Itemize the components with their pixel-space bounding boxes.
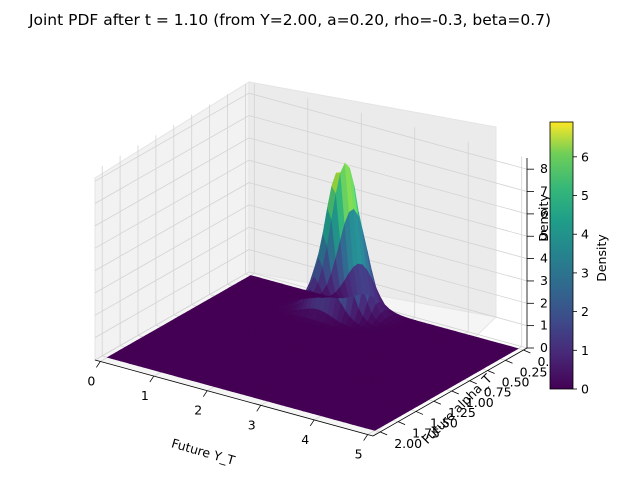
- colorbar-tick-label: 3: [581, 265, 589, 280]
- z-tick-label: 5: [540, 228, 548, 243]
- colorbar-tick-label: 5: [581, 188, 589, 203]
- axis-lines: [94, 158, 528, 437]
- colorbar-tick-label: 1: [581, 343, 589, 358]
- colorbar-tick-label: 6: [581, 149, 589, 164]
- colorbar-tick-label: 4: [581, 227, 589, 242]
- z-tick-label: 8: [540, 161, 548, 176]
- density-surface: [106, 162, 519, 431]
- x-tick-label: 1: [141, 388, 149, 403]
- z-gridline: [94, 137, 528, 227]
- x-tick-mark: [149, 375, 155, 383]
- colorbar-gradient: [549, 121, 574, 390]
- x-tick-label: 3: [248, 417, 256, 432]
- y-tick-label: 1.25: [448, 405, 476, 420]
- y-tick-mark: [415, 411, 424, 415]
- surface-facet: [508, 347, 519, 352]
- y-tick-label: 0.50: [502, 375, 530, 390]
- x-tick-mark: [309, 419, 315, 427]
- y-tick-label: 2.00: [394, 436, 422, 451]
- x-tick-label: 0: [87, 373, 95, 388]
- x-axis-ticks: 0 1 2 3 4 5: [87, 361, 368, 462]
- colorbar: 0 1 2 3 4 5 6 Density: [549, 121, 609, 397]
- z-gridline: [94, 182, 528, 271]
- z-tick-label: 2: [540, 295, 548, 310]
- z-gridline: [94, 271, 528, 361]
- z-tick-label: 3: [540, 273, 548, 288]
- z-tick-label: 0: [540, 340, 548, 355]
- z-gridline: [94, 249, 528, 338]
- y-tick-mark: [380, 431, 388, 436]
- colorbar-tick-label: 0: [581, 382, 589, 397]
- y-tick-label: 1.75: [412, 426, 440, 441]
- y-tick-mark: [487, 370, 495, 374]
- y-tick-label: 0.25: [520, 364, 548, 379]
- y-tick-mark: [451, 390, 459, 395]
- z-tick-label: 7: [540, 184, 548, 199]
- chart-title: Joint PDF after t = 1.10 (from Y=2.00, a…: [28, 11, 551, 29]
- colorbar-ticks: 0 1 2 3 4 5 6: [573, 149, 589, 397]
- z-axis-ticks: 0 1 2 3 4 5 6 7 8: [527, 161, 548, 355]
- y-tick-label: 1.00: [466, 395, 494, 410]
- x-axis-label: Future Y_T: [170, 435, 237, 468]
- y-tick-mark: [433, 400, 442, 405]
- y-axis-line: [372, 347, 528, 437]
- y-tick-mark: [397, 421, 406, 426]
- colorbar-tick-label: 2: [581, 304, 589, 319]
- x-tick-label: 5: [355, 447, 363, 462]
- x-tick-mark: [96, 361, 101, 368]
- z-gridline: [94, 115, 528, 204]
- y-axis-ticks: 0.000.250.500.751.001.251.501.752.00: [380, 349, 565, 451]
- x-tick-mark: [363, 434, 368, 441]
- y-tick-label: 0.75: [484, 385, 512, 400]
- y-tick-label: 1.50: [430, 415, 458, 430]
- colorbar-label: Density: [594, 234, 609, 282]
- z-gridline: [94, 159, 528, 249]
- z-tick-label: 6: [540, 206, 548, 221]
- z-gridline: [94, 226, 528, 316]
- z-axis-label: Density: [536, 194, 551, 242]
- z-tick-label: 1: [540, 318, 548, 333]
- y-tick-mark: [469, 380, 477, 385]
- x-tick-mark: [256, 405, 262, 412]
- plot-3d: 0 1 2 3 4 5 0.000.250.500.751.001.251.501.752…: [87, 81, 565, 468]
- x-axis-line: [94, 359, 374, 437]
- y-tick-mark: [523, 349, 531, 354]
- x-tick-label: 2: [194, 403, 202, 418]
- y-tick-mark: [505, 359, 513, 364]
- z-gridline: [94, 204, 528, 294]
- z-gridline: [94, 92, 528, 182]
- z-tick-label: 4: [540, 251, 548, 266]
- x-tick-mark: [202, 390, 208, 397]
- x-tick-label: 4: [301, 432, 309, 447]
